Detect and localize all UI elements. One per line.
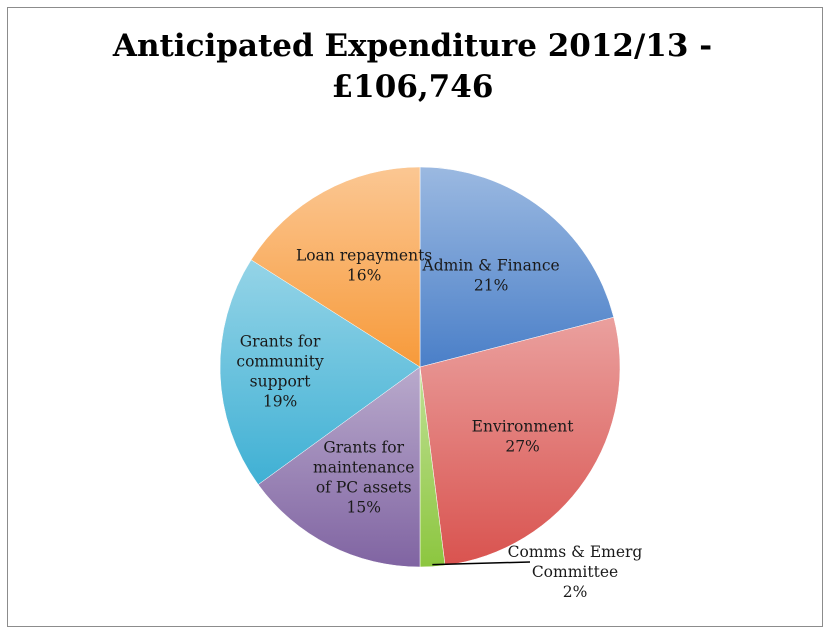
slice-name-1-0: Environment <box>472 418 575 436</box>
slice-value-2: 2% <box>563 583 588 601</box>
slice-label-2: Comms & Emerg Committee 2% <box>508 543 643 601</box>
leader-line-2 <box>432 561 531 566</box>
slice-value-0: 21% <box>474 276 508 294</box>
slice-name-4-2: support <box>250 372 312 390</box>
pie-slice-1 <box>419 316 621 566</box>
chart-title: Anticipated Expenditure 2012/13 - £106,7… <box>0 26 825 108</box>
slice-name-3-1: maintenance <box>313 458 414 476</box>
slice-label-4: Grants for community support 19% <box>236 332 324 410</box>
pie-slice-4 <box>219 259 421 485</box>
slice-name-4-1: community <box>236 352 324 370</box>
pie-slice-0 <box>419 166 615 368</box>
slice-name-2-1: Committee <box>532 563 618 581</box>
slice-name-0-0: Admin & Finance <box>422 256 560 274</box>
pie-slice-5 <box>250 166 421 368</box>
chart-title-line-1: Anticipated Expenditure 2012/13 - <box>112 28 713 64</box>
slice-label-0: Admin & Finance 21% <box>422 256 560 294</box>
chart-title-line-2: £106,746 <box>331 69 494 105</box>
slice-name-2-0: Comms & Emerg <box>508 543 643 561</box>
slice-name-3-0: Grants for <box>323 438 404 456</box>
slice-name-3-2: of PC assets <box>316 478 412 496</box>
slice-label-1: Environment 27% <box>472 418 575 456</box>
slice-label-5: Loan repayments 16% <box>296 246 432 284</box>
slice-name-4-0: Grants for <box>240 332 321 350</box>
slice-value-5: 16% <box>347 266 381 284</box>
slice-value-3: 15% <box>346 498 380 516</box>
pie-chart: Admin & Finance 21% Environment 27% Comms & … <box>219 166 643 601</box>
slice-value-1: 27% <box>505 438 539 456</box>
slice-value-4: 19% <box>263 392 297 410</box>
slice-label-3: Grants for maintenance of PC assets 15% <box>313 438 414 516</box>
pie-slice-3 <box>257 366 421 568</box>
slice-name-5-0: Loan repayments <box>296 246 432 264</box>
